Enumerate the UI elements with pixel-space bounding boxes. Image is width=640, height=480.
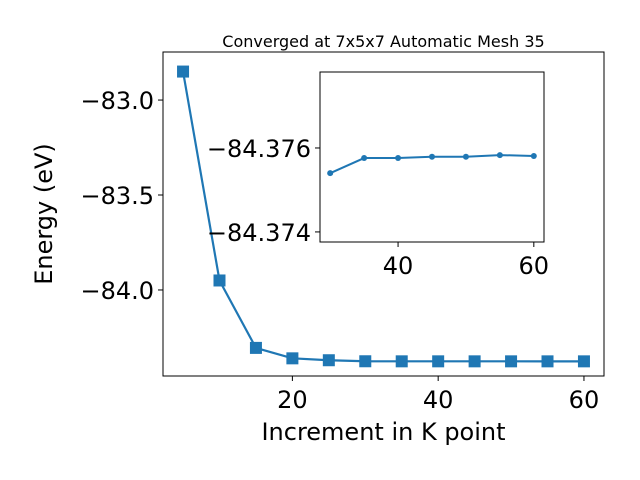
data-point <box>505 355 518 368</box>
x-axis-label: Increment in K point <box>261 418 505 446</box>
data-point <box>322 354 335 367</box>
data-point <box>395 355 408 368</box>
data-point <box>530 152 537 159</box>
data-point <box>541 355 554 368</box>
data-point <box>462 153 469 160</box>
x-tick-label: 20 <box>277 386 308 414</box>
y-tick-label: −83.0 <box>80 87 154 115</box>
y-tick-label: −84.0 <box>80 277 154 305</box>
y-tick-label: −84.376 <box>207 135 311 163</box>
y-tick-label: −84.374 <box>207 219 311 247</box>
x-tick-label: 40 <box>383 252 414 280</box>
data-point <box>177 65 190 78</box>
data-point <box>249 341 262 354</box>
data-point <box>468 355 481 368</box>
y-tick-label: −83.5 <box>80 182 154 210</box>
series-line <box>181 71 584 363</box>
data-point <box>359 355 372 368</box>
data-point <box>429 153 435 160</box>
chart-title: Converged at 7x5x7 Automatic Mesh 35 <box>222 32 544 51</box>
y-axis-label: Energy (eV) <box>30 143 58 285</box>
x-tick-label: 60 <box>569 386 600 414</box>
data-point <box>213 274 226 287</box>
data-point <box>327 170 334 177</box>
data-point <box>361 155 368 162</box>
data-point <box>286 352 299 365</box>
data-point <box>432 355 445 368</box>
data-point <box>395 155 402 162</box>
x-tick-label: 40 <box>423 386 454 414</box>
data-point <box>496 152 503 159</box>
x-tick-label: 60 <box>519 252 550 280</box>
data-point <box>577 355 590 368</box>
